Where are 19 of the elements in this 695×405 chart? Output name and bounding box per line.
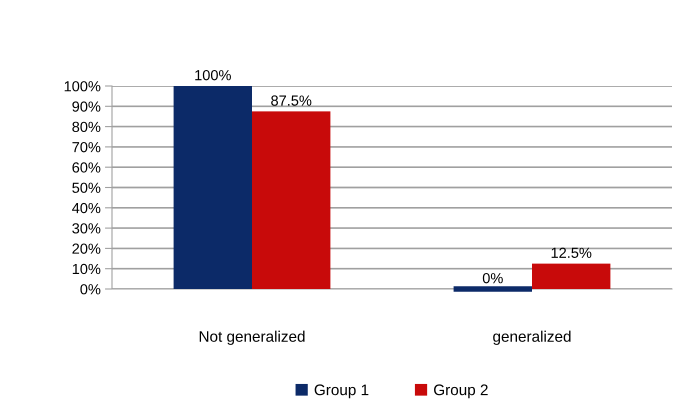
data-label: 100% [195,70,231,80]
y-tick-label: 40% [72,202,100,214]
x-tick-label: Not generalized [200,330,305,345]
y-tick-label: 30% [72,223,100,234]
y-tick-label: 50% [72,182,100,193]
legend-label: Group 2 [434,384,488,398]
y-tick-label: 60% [72,162,100,173]
y-tick-label: 0% [80,284,100,294]
x-tick-label: generalized [493,330,571,345]
y-tick-label: 70% [72,142,100,152]
data-label: 0% [482,273,503,284]
data-label: 12.5% [552,248,592,258]
y-tick-label: 90% [72,101,100,112]
y-tick-label: 100% [64,81,100,92]
y-tick-label: 10% [72,264,100,274]
y-tick-label: 80% [72,122,100,132]
legend-label: Group 1 [314,384,368,398]
data-label: 87.5% [271,95,312,106]
y-tick-label: 20% [72,244,100,254]
